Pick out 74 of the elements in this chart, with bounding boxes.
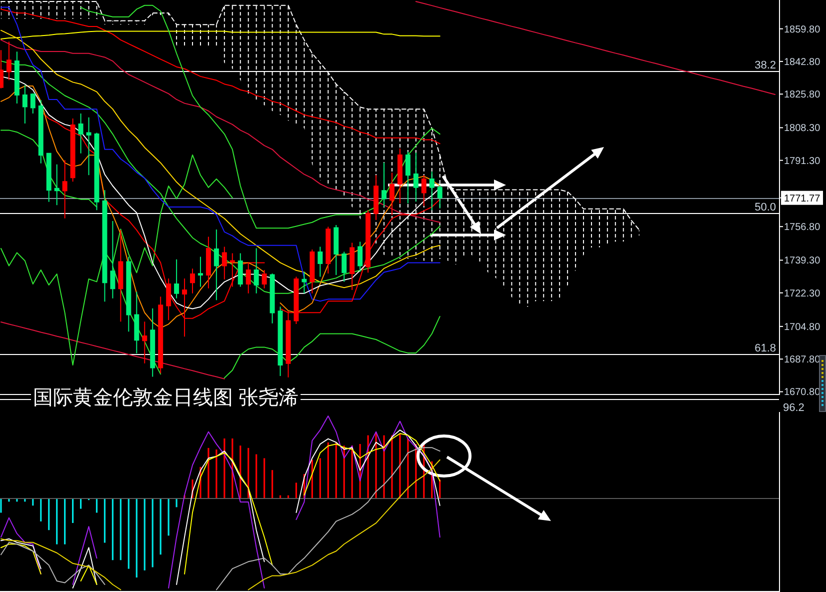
y-tick-label: 1825.80 [784,90,821,101]
line-series [0,8,440,144]
y-tick-label: 1859.80 [784,24,821,36]
candlestick [158,296,164,374]
candlestick [262,269,267,289]
candlestick [190,268,195,294]
candlestick [429,171,434,211]
candlestick [389,172,394,216]
line-series [80,4,440,229]
candlestick [126,256,132,332]
candlestick [134,291,140,354]
candlestick [22,84,28,124]
candlestick [326,226,331,274]
y-tick-label: 1704.80 [784,322,821,333]
text: 96.2 [783,402,804,414]
annotation: 61.8 [754,342,776,354]
candlestick [118,230,124,322]
annotation: 50.0 [754,202,776,214]
candlestick [238,252,243,288]
candlestick [198,256,203,288]
y-tick-label: 1842.80 [784,56,821,68]
candlestick [358,241,363,272]
candlestick [14,51,20,104]
y-tick-label: 1722.30 [784,288,821,300]
y-tick-label: 1808.30 [784,123,821,134]
candlestick [437,184,442,209]
line-series [0,30,440,40]
candlestick [150,308,156,378]
candlestick [30,92,36,114]
y-tick-label: 1670.80 [784,387,821,398]
candlestick [318,246,323,278]
candlestick [254,248,259,294]
candlestick [374,174,379,221]
y-tick-label: 1756.80 [784,222,821,234]
candlestick [310,248,315,294]
candlestick [102,190,108,302]
candlestick [421,174,426,207]
candlestick [94,132,100,211]
candlestick [366,210,371,274]
candlestick [174,258,180,299]
candlestick [78,112,84,154]
candlestick [206,236,211,289]
candlestick [342,251,347,282]
candlestick [110,220,116,299]
text: 国际黄金伦敦金日线图 张尧浠 [33,387,299,409]
line-series [0,322,225,380]
candlestick [142,321,148,364]
line-series [0,39,440,223]
y-tick-label: 1791.30 [784,156,821,167]
candlestick [38,100,44,164]
candlestick [270,272,275,324]
candlestick [70,118,76,182]
candlestick [62,160,68,219]
y-tick-label: 1771.77 [784,193,821,204]
candlestick [54,164,60,206]
line-series [415,1,776,95]
candlestick [222,246,227,280]
candlestick [413,152,418,202]
candlestick [334,224,339,276]
candlestick [230,252,235,288]
y-tick-label: 1687.80 [784,354,821,366]
candlestick [405,151,410,204]
candlestick [350,242,355,290]
candlestick [397,148,402,204]
candlestick [86,116,92,176]
candlestick [214,228,219,301]
candlestick [6,41,12,81]
annotation: 38.2 [754,60,776,72]
candlestick [246,262,251,294]
y-tick-label: 1739.30 [784,256,821,267]
candlestick [382,162,387,208]
candlestick [46,152,52,202]
candlestick [302,271,307,294]
candlestick [278,306,283,376]
